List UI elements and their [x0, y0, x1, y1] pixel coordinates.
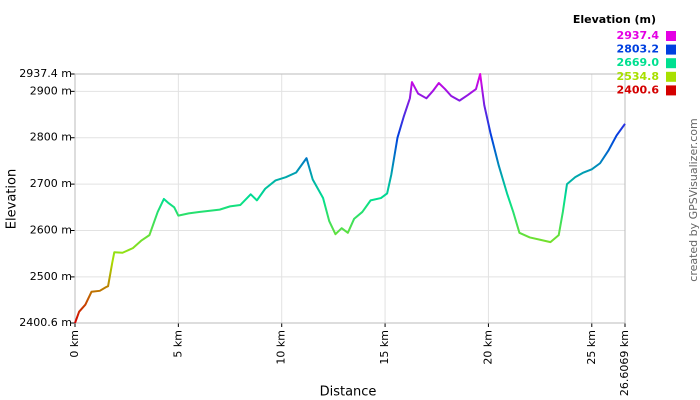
legend-swatch: [666, 85, 676, 96]
plot-frame: [74, 73, 626, 324]
x-tick-label: 10 km: [275, 330, 288, 365]
y-tick-label: 2937.4 m: [19, 67, 72, 80]
legend-label: 2400.6: [617, 83, 660, 96]
x-tick-label: 15 km: [378, 330, 391, 365]
legend-swatch: [666, 71, 676, 82]
legend-swatch: [666, 44, 676, 55]
x-axis-title: Distance: [320, 385, 377, 400]
y-tick-label: 2900 m: [30, 84, 72, 97]
x-tick-label: 20 km: [481, 330, 494, 365]
y-axis-title: Elevation: [5, 169, 20, 229]
legend-label: 2534.8: [617, 70, 659, 83]
legend-swatch: [666, 58, 676, 69]
y-tick-label: 2800 m: [30, 131, 72, 144]
x-tick-label: 5 km: [171, 330, 184, 358]
x-tick-label: 0 km: [68, 330, 81, 358]
x-tick-label: 26.6069 km: [618, 330, 631, 396]
legend-label: 2669.0: [617, 56, 660, 69]
y-tick-label: 2600 m: [30, 224, 72, 237]
legend-label: 2803.2: [617, 43, 659, 56]
credit: created by GPSVisualizer.com: [687, 118, 700, 281]
x-tick-label: 25 km: [585, 330, 598, 365]
legend-swatch: [666, 31, 676, 41]
y-tick-label: 2400.6 m: [19, 316, 72, 329]
y-tick-label: 2500 m: [30, 270, 72, 283]
y-tick-label: 2700 m: [30, 177, 72, 190]
elevation-line: [74, 73, 626, 324]
legend-title: Elevation (m): [573, 13, 656, 26]
legend-label: 2937.4: [617, 29, 660, 42]
